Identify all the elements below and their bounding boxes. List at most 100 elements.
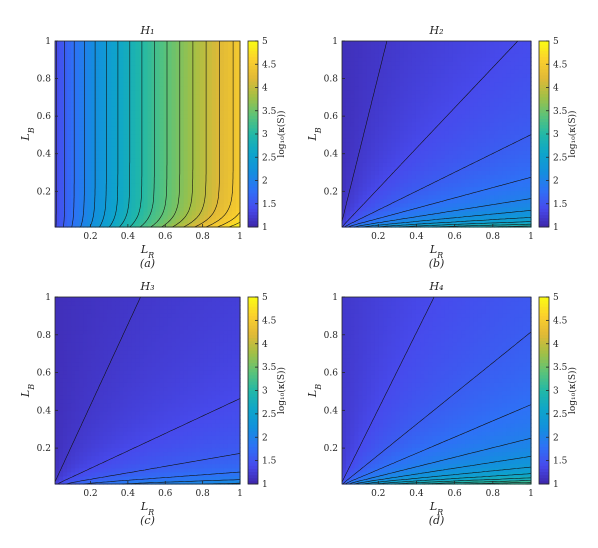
- heatmap-cell: [156, 162, 161, 167]
- heatmap-cell: [55, 187, 60, 192]
- heatmap-cell: [75, 476, 80, 481]
- heatmap-cell: [350, 114, 355, 119]
- heatmap-cell: [445, 41, 450, 46]
- heatmap-cell: [55, 81, 60, 86]
- y-tick-label: 0.4: [37, 150, 52, 160]
- heatmap-cell: [367, 158, 372, 163]
- heatmap-cell: [99, 57, 104, 62]
- heatmap-cell: [482, 178, 487, 183]
- heatmap-cell: [404, 90, 409, 95]
- heatmap-cell: [216, 211, 221, 216]
- heatmap-cell: [59, 73, 64, 78]
- heatmap-cell: [412, 41, 417, 46]
- heatmap-cell: [523, 211, 528, 216]
- heatmap-cell: [79, 142, 84, 147]
- heatmap-cell: [346, 57, 351, 62]
- heatmap-cell: [91, 325, 96, 330]
- heatmap-cell: [473, 57, 478, 62]
- heatmap-cell: [375, 61, 380, 66]
- heatmap-cell: [478, 146, 483, 151]
- heatmap-cell: [515, 81, 520, 86]
- heatmap-cell: [87, 362, 92, 367]
- heatmap-cell: [457, 178, 462, 183]
- heatmap-cell: [119, 77, 124, 82]
- heatmap-cell: [510, 187, 515, 192]
- heatmap-cell: [184, 81, 189, 86]
- heatmap-cell: [204, 207, 209, 212]
- heatmap-cell: [135, 57, 140, 62]
- heatmap-cell: [515, 134, 520, 139]
- heatmap-cell: [515, 191, 520, 196]
- heatmap-cell: [354, 215, 359, 220]
- heatmap-cell: [59, 460, 64, 465]
- heatmap-cell: [494, 106, 499, 111]
- heatmap-cell: [123, 138, 128, 143]
- heatmap-cell: [75, 403, 80, 408]
- heatmap-cell: [196, 53, 201, 58]
- heatmap-cell: [473, 154, 478, 159]
- heatmap-cell: [156, 166, 161, 171]
- heatmap-cell: [95, 419, 100, 424]
- heatmap-cell: [55, 203, 60, 208]
- heatmap-cell: [99, 130, 104, 135]
- heatmap-cell: [143, 77, 148, 82]
- heatmap-cell: [220, 203, 225, 208]
- heatmap-cell: [490, 215, 495, 220]
- heatmap-cell: [375, 53, 380, 58]
- heatmap-cell: [55, 134, 60, 139]
- heatmap-cell: [196, 195, 201, 200]
- heatmap-cell: [123, 203, 128, 208]
- heatmap-cell: [184, 203, 189, 208]
- heatmap-cell: [350, 195, 355, 200]
- heatmap-cell: [75, 325, 80, 330]
- heatmap-cell: [367, 61, 372, 66]
- heatmap-cell: [420, 146, 425, 151]
- heatmap-cell: [164, 94, 169, 99]
- heatmap-cell: [224, 81, 229, 86]
- heatmap-cell: [510, 191, 515, 196]
- heatmap-cell: [523, 69, 528, 74]
- heatmap-cell: [224, 102, 229, 107]
- heatmap-cell: [111, 90, 116, 95]
- heatmap-cell: [192, 174, 197, 179]
- heatmap-cell: [71, 431, 76, 436]
- heatmap-cell: [87, 118, 92, 123]
- heatmap-cell: [75, 215, 80, 220]
- heatmap-cell: [350, 90, 355, 95]
- heatmap-cell: [67, 427, 72, 432]
- heatmap-cell: [75, 142, 80, 147]
- heatmap-cell: [358, 122, 363, 127]
- heatmap-cell: [87, 382, 92, 387]
- heatmap-cell: [71, 146, 76, 151]
- heatmap-cell: [168, 53, 173, 58]
- heatmap-cell: [502, 178, 507, 183]
- heatmap-cell: [420, 77, 425, 82]
- heatmap-cell: [71, 73, 76, 78]
- heatmap-cell: [383, 199, 388, 204]
- heatmap-cell: [160, 61, 165, 66]
- heatmap-cell: [379, 118, 384, 123]
- heatmap-cell: [212, 138, 217, 143]
- heatmap-cell: [131, 203, 136, 208]
- heatmap-cell: [59, 415, 64, 420]
- heatmap-cell: [395, 41, 400, 46]
- heatmap-cell: [71, 456, 76, 461]
- heatmap-cell: [91, 411, 96, 416]
- heatmap-cell: [87, 199, 92, 204]
- heatmap-cell: [490, 98, 495, 103]
- heatmap-cell: [59, 126, 64, 131]
- heatmap-cell: [107, 219, 112, 224]
- heatmap-cell: [164, 73, 169, 78]
- heatmap-cell: [87, 451, 92, 456]
- heatmap-cell: [59, 41, 64, 46]
- heatmap-cell: [83, 321, 88, 326]
- heatmap-cell: [87, 419, 92, 424]
- heatmap-cell: [91, 439, 96, 444]
- colorbar-swatch: [539, 66, 549, 70]
- colorbar-swatch: [248, 221, 258, 225]
- heatmap-cell: [95, 142, 100, 147]
- heatmap-cell: [103, 102, 108, 107]
- colorbar-swatch: [248, 215, 258, 219]
- heatmap-cell: [220, 183, 225, 188]
- heatmap-cell: [172, 94, 177, 99]
